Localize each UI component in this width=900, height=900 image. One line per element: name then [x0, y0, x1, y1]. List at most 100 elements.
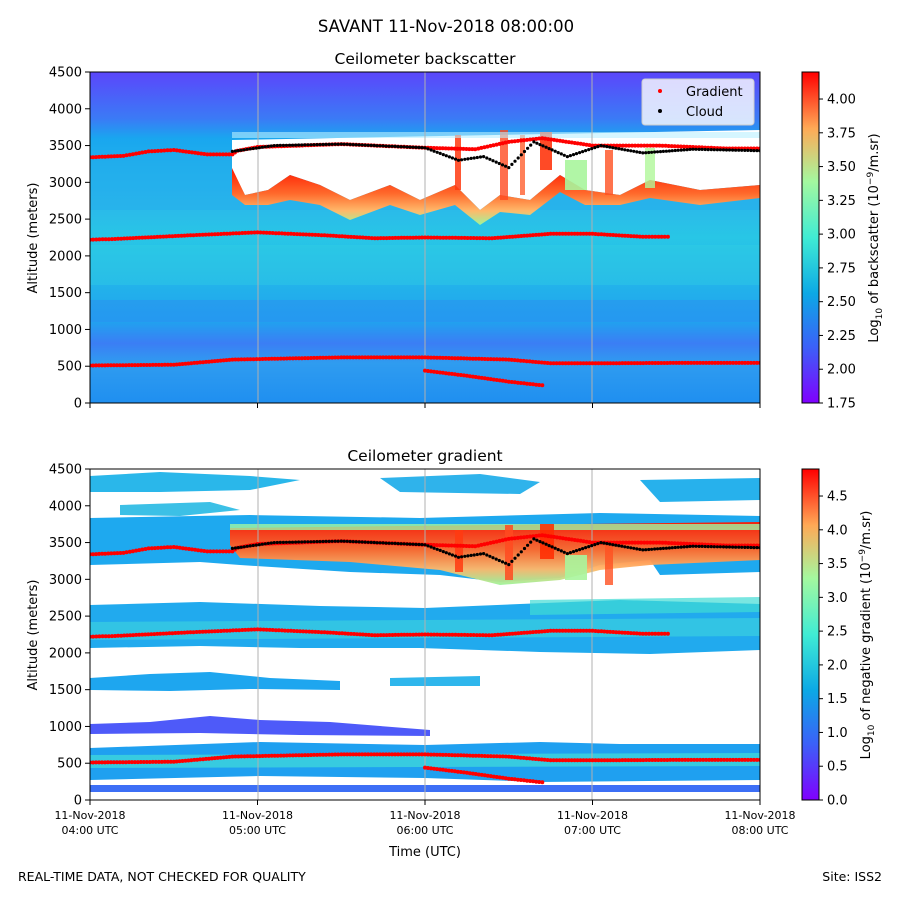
gradient-point [593, 629, 598, 633]
gradient-point [596, 232, 601, 237]
cloud-point [550, 545, 554, 549]
gradient-point [426, 235, 430, 240]
cloud-point [556, 151, 560, 155]
gradient-point [497, 754, 502, 759]
gradient-point [258, 627, 263, 632]
cloud-point [272, 144, 276, 148]
gradient-point [455, 356, 460, 361]
gradient-point [121, 550, 126, 555]
cloud-point [590, 544, 594, 548]
gradient-point [438, 370, 442, 375]
cloud-point [420, 543, 424, 547]
gradient-point [252, 230, 257, 235]
gradient-point [128, 633, 133, 638]
gradient-point [534, 382, 539, 387]
cloud-point [438, 548, 442, 553]
cloud-point [275, 540, 279, 545]
cloud-point [638, 150, 642, 154]
gradient-point [470, 147, 475, 152]
gradient-point [333, 355, 338, 360]
gradient-point [650, 234, 655, 239]
gradient-point [387, 236, 392, 240]
gradient-point [498, 235, 503, 240]
gradient-point [187, 547, 191, 551]
cloud-point [463, 157, 467, 161]
x-tick-label-date: 11-Nov-2018 [54, 809, 125, 822]
gradient-point [569, 537, 574, 542]
gradient-point [461, 373, 466, 378]
gradient-point [537, 383, 542, 387]
gradient-point [452, 769, 457, 774]
gradient-point [507, 631, 512, 636]
cloud-point [441, 153, 445, 157]
cloud-point [248, 544, 252, 548]
gradient-point [527, 756, 532, 761]
gradient-point [183, 758, 188, 763]
gradient-point [381, 236, 386, 241]
gradient-point [440, 767, 445, 772]
gradient-point [438, 632, 443, 637]
gradient-point [231, 628, 236, 633]
cloud-point [456, 158, 461, 162]
gradient-point [414, 355, 418, 360]
gradient-point [467, 356, 472, 361]
gradient-point [349, 631, 354, 636]
cloud-point [348, 142, 352, 147]
gradient-point [479, 772, 484, 777]
gradient-point [501, 632, 506, 637]
backscatter-markers [90, 136, 760, 388]
gradient-point [417, 355, 421, 360]
gradient-point [560, 758, 565, 763]
gradient-point [578, 361, 583, 366]
cloud-point [712, 148, 716, 152]
cloud-point [605, 145, 609, 149]
gradient-point [129, 363, 134, 368]
cloud-point [504, 164, 508, 168]
gradient-point [289, 231, 293, 236]
cloud-point [266, 541, 270, 546]
colorbar-tick-label: 2.5 [827, 625, 848, 640]
cloud-point [755, 546, 759, 550]
y-tick-label: 2000 [49, 249, 82, 264]
cloud-point [617, 147, 621, 151]
gradient-point [631, 234, 636, 239]
gradient-point [443, 355, 448, 360]
gradient-point [327, 752, 332, 757]
gradient-point [707, 360, 712, 365]
gradient-point [734, 360, 739, 365]
gradient-point [165, 545, 170, 550]
gradient-point [366, 632, 371, 637]
cloud-point [556, 548, 560, 552]
gradient-point [322, 233, 327, 238]
gradient-point [134, 151, 139, 156]
gradient-point [420, 752, 424, 757]
cloud-point [632, 149, 636, 153]
gradient-point [545, 232, 550, 236]
gradient-point [584, 231, 589, 236]
gradient-point [479, 375, 484, 380]
gradient-point [497, 357, 502, 362]
gradient-point [444, 235, 449, 240]
gradient-point [671, 360, 676, 365]
gradient-point [563, 758, 568, 763]
gradient-point [476, 146, 481, 151]
cloud-point [300, 540, 304, 544]
gradient-point [189, 758, 194, 763]
cloud-point [650, 150, 654, 154]
gradient-point [643, 234, 648, 239]
gradient-point [545, 629, 550, 633]
gradient-point [249, 627, 254, 632]
gradient-point [614, 540, 619, 545]
gradient-point [716, 360, 721, 365]
cloud-point [679, 545, 683, 549]
gradient-point [537, 780, 542, 784]
gradient-point [97, 154, 102, 159]
gradient-point [179, 630, 184, 635]
legend-box [641, 78, 755, 126]
gradient-point [644, 758, 649, 762]
cloud-point [405, 542, 409, 546]
cloud-point [435, 547, 439, 551]
gradient-point [494, 378, 499, 382]
gradient-point [396, 235, 401, 240]
cloud-point [345, 539, 349, 543]
